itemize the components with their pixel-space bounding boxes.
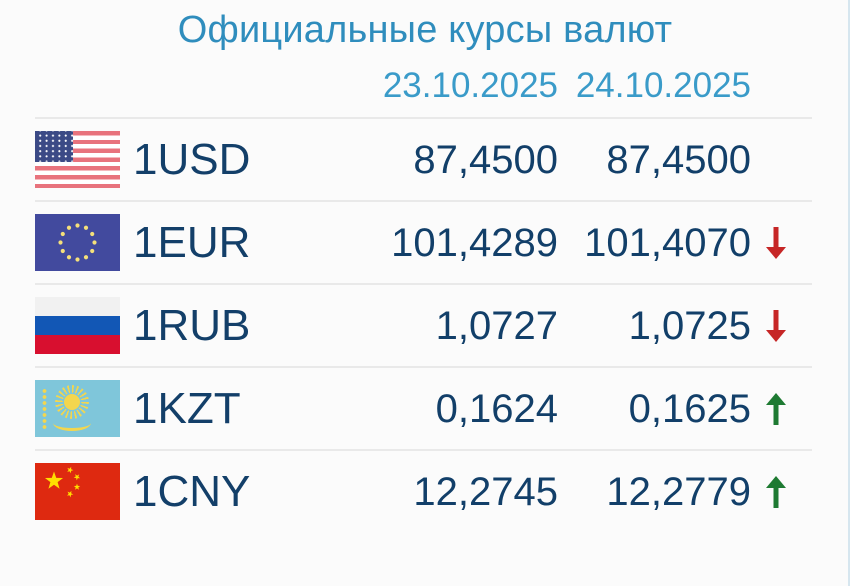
currency-label: 1EUR [133,217,251,267]
currency-label: 1RUB [133,300,251,350]
trend-indicator [751,450,801,533]
currency-label: 1KZT [133,383,241,433]
trend-up-icon [766,392,786,425]
currency-label: 1CNY [133,466,251,516]
flag-eu-icon [35,214,120,271]
flag-us-icon [35,131,120,188]
trend-indicator [751,118,801,201]
currency-cell: 1CNY [35,463,368,520]
rate-current: 1,0725 [628,303,751,348]
rate-previous: 12,2745 [413,469,558,514]
currency-cell: 1KZT [35,380,368,437]
trend-down-icon [766,309,786,342]
table-row: 1CNY 12,2745 12,2779 [35,449,812,532]
rate-current: 12,2779 [606,469,751,514]
rate-current: 0,1625 [628,386,751,431]
trend-indicator [751,284,801,367]
table-row: 1EUR 101,4289 101,4070 [35,200,812,283]
currency-cell: 1USD [35,131,368,188]
rate-current: 101,4070 [584,220,751,265]
table-row: 1KZT 0,1624 0,1625 [35,366,812,449]
flag-cn-icon [35,463,120,520]
trend-indicator [751,367,801,450]
currency-label: 1USD [133,134,251,184]
trend-indicator [751,201,801,284]
flag-kz-icon [35,380,120,437]
rate-previous: 1,0727 [435,303,558,348]
flag-ru-icon [35,297,120,354]
page-title: Официальные курсы валют [177,9,673,51]
date-column-headers: 23.10.2025 24.10.2025 [0,49,850,103]
rate-previous: 101,4289 [391,220,558,265]
table-row: 1RUB 1,0727 1,0725 [35,283,812,366]
rate-current: 87,4500 [606,137,751,182]
rate-previous: 0,1624 [435,386,558,431]
table-row: 1USD 87,4500 87,4500 [35,117,812,200]
rate-previous: 87,4500 [413,137,558,182]
currency-cell: 1RUB [35,297,368,354]
date-header-current: 24.10.2025 [575,66,751,105]
rates-table: 1USD 87,4500 87,4500 1EUR 101,4289 101,4070 1R… [0,117,850,532]
trend-down-icon [766,226,786,259]
trend-up-icon [766,475,786,508]
currency-cell: 1EUR [35,214,368,271]
date-header-previous: 23.10.2025 [382,66,558,105]
